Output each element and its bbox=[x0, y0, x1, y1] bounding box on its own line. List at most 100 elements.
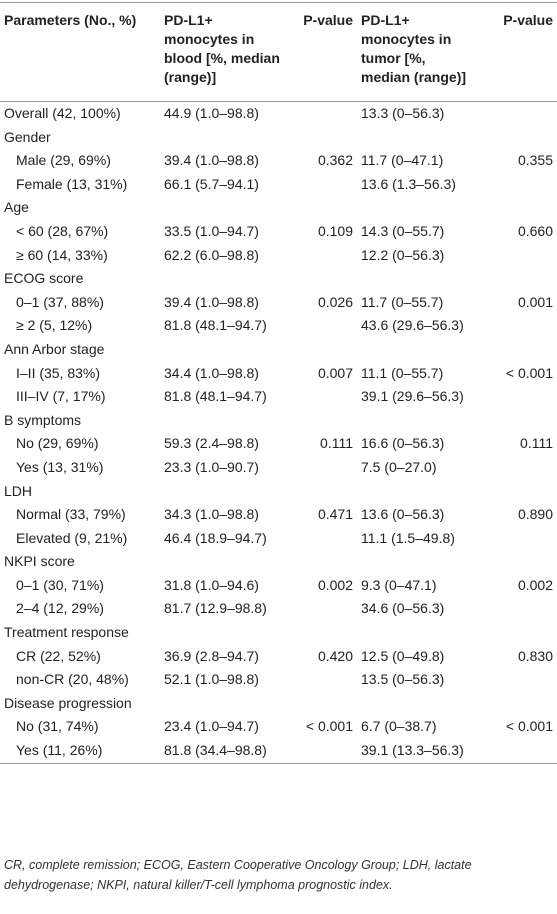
row-label: 0–1 (30, 71%) bbox=[16, 576, 104, 593]
cell bbox=[482, 385, 557, 409]
section-row: B symptoms bbox=[0, 409, 557, 433]
cell: 39.1 (13.3–56.3) bbox=[357, 739, 482, 764]
data-row: Normal (33, 79%) 34.3 (1.0–98.8) 0.471 13.6… bbox=[0, 503, 557, 527]
cell: 0.471 bbox=[317, 506, 353, 523]
cell: 0.002 bbox=[317, 576, 353, 593]
row-label: CR (22, 52%) bbox=[16, 647, 101, 664]
cell: 13.3 (0–56.3) bbox=[361, 105, 445, 121]
header-cell: Parameters (No., %) bbox=[0, 2, 160, 102]
section-label: Treatment response bbox=[4, 624, 129, 641]
cell: 0.026 bbox=[317, 293, 353, 310]
section-label: NKPI score bbox=[4, 553, 75, 570]
row-label: I–II (35, 83%) bbox=[16, 364, 101, 381]
section-label: ECOG score bbox=[4, 270, 84, 287]
section-label: Gender bbox=[4, 128, 51, 145]
cell: 52.1 (1.0–98.8) bbox=[164, 671, 259, 688]
cell bbox=[285, 102, 357, 126]
data-row: CR (22, 52%) 36.9 (2.8–94.7) 0.420 12.5 (0–… bbox=[0, 645, 557, 669]
cell bbox=[285, 314, 357, 338]
cell: 34.6 (0–56.3) bbox=[361, 600, 445, 617]
cell: 0.002 bbox=[517, 576, 553, 593]
section-row: Ann Arbor stage bbox=[0, 338, 557, 362]
data-row: Elevated (9, 21%) 46.4 (18.9–94.7) 11.1 (1… bbox=[0, 527, 557, 551]
cell: < 0.001 bbox=[305, 718, 353, 735]
data-row: Yes (13, 31%) 23.3 (1.0–90.7) 7.5 (0–27.0) bbox=[0, 456, 557, 480]
cell bbox=[285, 244, 357, 268]
cell bbox=[482, 244, 557, 268]
cell: 39.1 (29.6–56.3) bbox=[361, 388, 464, 405]
cell: 36.9 (2.8–94.7) bbox=[164, 647, 259, 664]
row-label: No (31, 74%) bbox=[16, 718, 99, 735]
section-label: B symptoms bbox=[4, 411, 82, 428]
row-label: 0–1 (37, 88%) bbox=[16, 293, 104, 310]
cell: 12.2 (0–56.3) bbox=[361, 246, 445, 263]
cell: 62.2 (6.0–98.8) bbox=[164, 246, 259, 263]
data-row: 2–4 (12, 29%) 81.7 (12.9–98.8) 34.6 (0–56.… bbox=[0, 597, 557, 621]
cell bbox=[285, 597, 357, 621]
cell: 43.6 (29.6–56.3) bbox=[361, 317, 464, 334]
cell: 0.007 bbox=[317, 364, 353, 381]
cell: 81.8 (48.1–94.7) bbox=[164, 388, 267, 405]
row-label: ≥ 2 (5, 12%) bbox=[16, 317, 93, 334]
cell: 0.830 bbox=[517, 647, 553, 664]
cell: 11.1 (1.5–49.8) bbox=[361, 529, 455, 546]
cell bbox=[482, 314, 557, 338]
data-row: Female (13, 31%) 66.1 (5.7–94.1) 13.6 (1.3… bbox=[0, 173, 557, 197]
row-label: Normal (33, 79%) bbox=[16, 506, 126, 523]
data-row: Male (29, 69%) 39.4 (1.0–98.8) 0.362 11.7 (… bbox=[0, 149, 557, 173]
cell bbox=[482, 597, 557, 621]
cell bbox=[482, 173, 557, 197]
cell bbox=[482, 527, 557, 551]
section-row: Disease progression bbox=[0, 692, 557, 716]
header-cell: PD-L1+ monocytes in blood [%, median (ra… bbox=[160, 2, 285, 102]
cell bbox=[482, 102, 557, 126]
cell bbox=[482, 739, 557, 764]
cell: 23.4 (1.0–94.7) bbox=[164, 718, 259, 735]
cell: 44.9 (1.0–98.8) bbox=[164, 105, 259, 121]
cell: 0.660 bbox=[517, 222, 553, 239]
section-row: Treatment response bbox=[0, 621, 557, 645]
data-table: Parameters (No., %) PD-L1+ monocytes in b… bbox=[0, 2, 557, 764]
cell: 33.5 (1.0–94.7) bbox=[164, 222, 259, 239]
section-label: Age bbox=[4, 199, 29, 216]
cell: 0.001 bbox=[517, 293, 553, 310]
cell: 6.7 (0–38.7) bbox=[361, 718, 437, 735]
cell: 13.6 (0–56.3) bbox=[361, 506, 445, 523]
section-row: NKPI score bbox=[0, 550, 557, 574]
cell: 81.8 (34.4–98.8) bbox=[160, 739, 285, 764]
cell: < 0.001 bbox=[505, 364, 553, 381]
data-row: Overall (42, 100%) 44.9 (1.0–98.8) 13.3 (0… bbox=[0, 102, 557, 126]
cell: 0.111 bbox=[520, 435, 553, 452]
cell: 39.4 (1.0–98.8) bbox=[164, 152, 259, 169]
cell: 66.1 (5.7–94.1) bbox=[164, 175, 259, 192]
data-row: < 60 (28, 67%) 33.5 (1.0–94.7) 0.109 14.3 (… bbox=[0, 220, 557, 244]
cell bbox=[285, 527, 357, 551]
cell: 14.3 (0–55.7) bbox=[361, 222, 445, 239]
cell: 0.890 bbox=[517, 506, 553, 523]
cell: 13.5 (0–56.3) bbox=[361, 671, 445, 688]
cell: 23.3 (1.0–90.7) bbox=[164, 458, 259, 475]
cell: 31.8 (1.0–94.6) bbox=[164, 576, 259, 593]
cell bbox=[482, 456, 557, 480]
data-row: ≥ 2 (5, 12%) 81.8 (48.1–94.7) 43.6 (29.6–5… bbox=[0, 314, 557, 338]
cell: 0.355 bbox=[517, 152, 553, 169]
row-label: 2–4 (12, 29%) bbox=[16, 600, 104, 617]
cell: 81.7 (12.9–98.8) bbox=[164, 600, 267, 617]
section-label: LDH bbox=[4, 482, 33, 499]
header-row: Parameters (No., %) PD-L1+ monocytes in b… bbox=[0, 2, 557, 102]
row-label: Female (13, 31%) bbox=[16, 175, 128, 192]
data-row: ≥ 60 (14, 33%) 62.2 (6.0–98.8) 12.2 (0–56.… bbox=[0, 244, 557, 268]
cell bbox=[285, 739, 357, 764]
cell bbox=[285, 385, 357, 409]
data-row: 0–1 (37, 88%) 39.4 (1.0–98.8) 0.026 11.7 (0… bbox=[0, 291, 557, 315]
cell: 81.8 (48.1–94.7) bbox=[164, 317, 267, 334]
data-row: No (29, 69%) 59.3 (2.4–98.8) 0.111 16.6 (0–… bbox=[0, 432, 557, 456]
cell: 59.3 (2.4–98.8) bbox=[164, 435, 259, 452]
cell: 0.111 bbox=[320, 435, 353, 452]
section-label: Ann Arbor stage bbox=[4, 340, 105, 357]
section-row: LDH bbox=[0, 480, 557, 504]
cell: 34.4 (1.0–98.8) bbox=[164, 364, 259, 381]
cell: 0.109 bbox=[317, 222, 353, 239]
cell: 11.7 (0–55.7) bbox=[361, 293, 444, 310]
row-label: Yes (11, 26%) bbox=[0, 739, 160, 764]
